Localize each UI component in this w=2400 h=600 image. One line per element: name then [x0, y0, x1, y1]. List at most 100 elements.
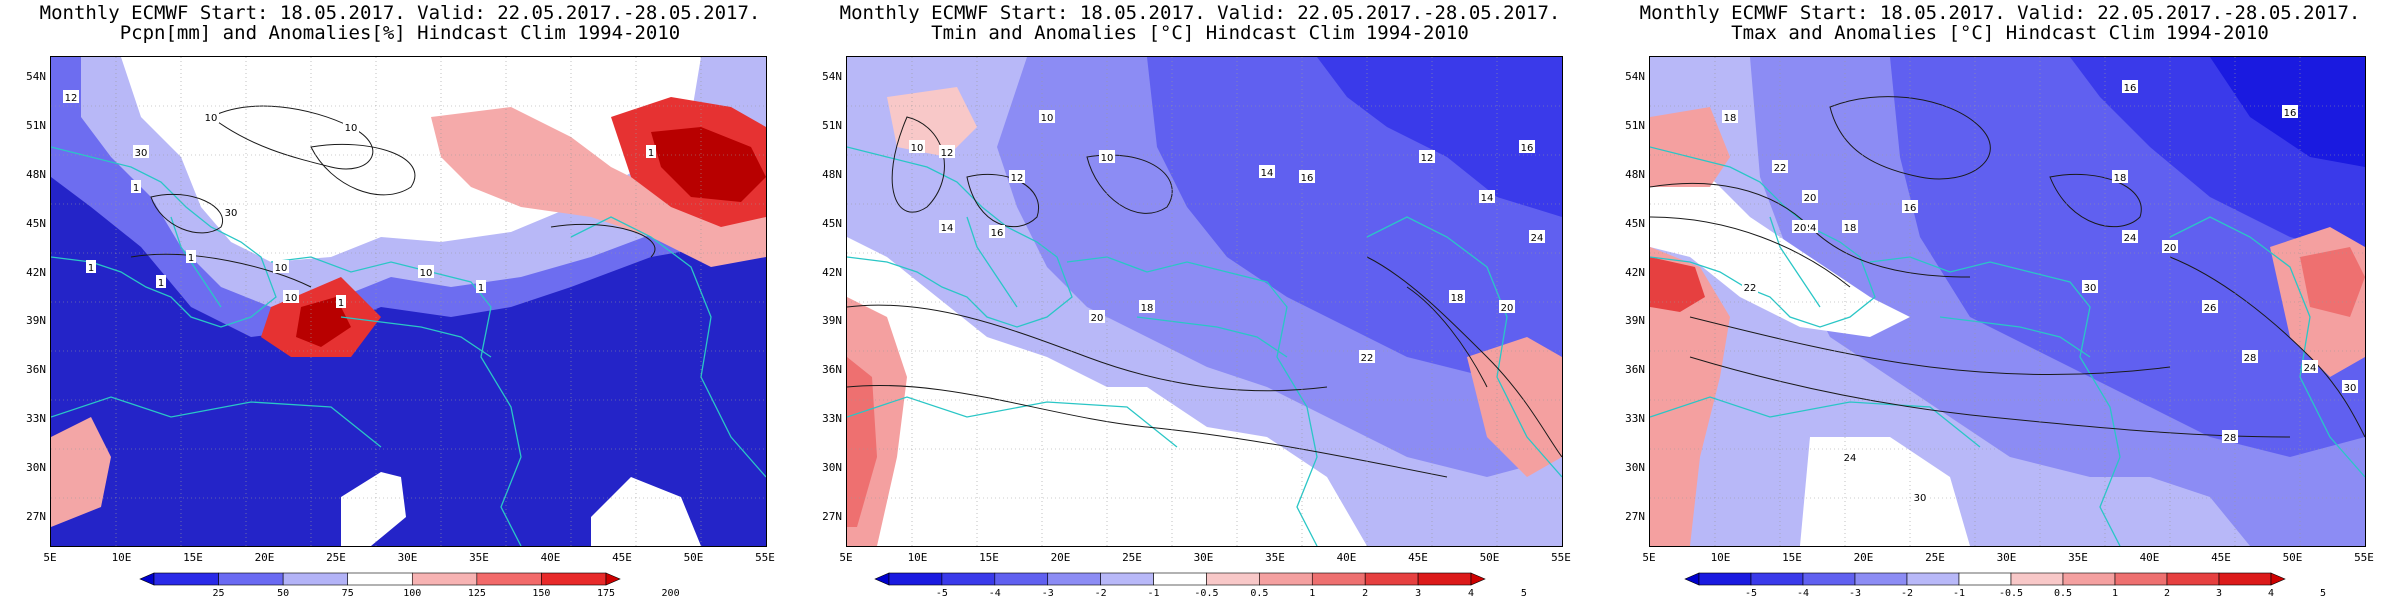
- lat-label: 51N: [822, 118, 842, 132]
- colorbar-label: -5: [1744, 588, 1758, 599]
- lon-label: 45E: [2211, 551, 2231, 564]
- contour-label-text: 24: [1844, 453, 1857, 464]
- lon-label: 5E: [839, 551, 853, 564]
- lat-label: 54N: [1625, 69, 1645, 83]
- contour-label-text: 16: [1904, 203, 1917, 214]
- lon-label: 25E: [1122, 551, 1142, 564]
- colorbar-bin: [1364, 572, 1419, 586]
- lon-label: 30E: [397, 551, 418, 564]
- colorbar-label: -3: [1041, 588, 1054, 599]
- colorbar-label: 75: [341, 588, 354, 599]
- colorbar-label: 4: [2267, 588, 2275, 599]
- contour-label: 24: [2302, 360, 2318, 374]
- coastline: [847, 146, 1562, 546]
- contour-label: 20: [1089, 310, 1105, 324]
- colorbar-label: 0.5: [1250, 588, 1269, 599]
- contour-label: 30: [2342, 380, 2358, 394]
- lon-label: 5E: [1642, 551, 1656, 564]
- contour-label: 20: [1802, 190, 1818, 204]
- lat-label: 27N: [1625, 510, 1645, 523]
- colorbar-over: [1470, 572, 1486, 586]
- contour-label-text: 1: [188, 253, 194, 264]
- contour-label-text: 12: [1421, 153, 1434, 164]
- colorbar-bin: [1047, 572, 1101, 586]
- colorbar-label: -0.5: [1194, 588, 1219, 599]
- contour-label: 14: [1479, 190, 1495, 204]
- precip-panel: Monthly ECMWF Start: 18.05.2017. Valid: …: [0, 0, 800, 600]
- contour-label-text: 18: [2114, 173, 2127, 184]
- lon-label: 15E: [1782, 551, 1802, 564]
- contour-label: 18: [1842, 220, 1858, 234]
- contour-label-text: 24: [1531, 233, 1544, 244]
- colorbar-label: 3: [2215, 588, 2223, 599]
- tmin-panel: Monthly ECMWF Start: 18.05.2017. Valid: …: [800, 0, 1600, 600]
- tmax-panel: Monthly ECMWF Start: 18.05.2017. Valid: …: [1600, 0, 2400, 600]
- warm-anomaly-east: [1467, 337, 1562, 477]
- contour-label: 30: [2082, 280, 2098, 294]
- tmin-colorbar: [874, 572, 1486, 586]
- colorbar-label: 0.5: [2053, 588, 2073, 599]
- lat-label: 51N: [26, 118, 46, 132]
- lon-label: 45E: [612, 551, 632, 564]
- colorbar-bin: [411, 572, 478, 586]
- colorbar-label: 100: [403, 588, 422, 599]
- colorbar-bin: [1206, 572, 1260, 586]
- colorbar-label: 2: [1362, 588, 1369, 599]
- colorbar-label: 175: [596, 588, 616, 599]
- contour-label: 10: [203, 110, 219, 124]
- contour-label-text: 1: [158, 278, 164, 289]
- contour-label: 10: [909, 140, 925, 154]
- lat-label: 42N: [26, 265, 46, 279]
- contour-label-text: 1: [133, 183, 139, 194]
- colorbar-under: [874, 572, 890, 586]
- colorbar-bin: [476, 572, 542, 586]
- colorbar-bin: [2114, 572, 2168, 586]
- colorbar-label: -5: [935, 588, 948, 599]
- colorbar-bin: [1259, 572, 1313, 586]
- contour-label-text: 20: [1804, 193, 1817, 204]
- contour-label-text: 1: [478, 283, 484, 294]
- lon-label: 35E: [469, 551, 489, 564]
- colorbar-label: -0.5: [1998, 588, 2024, 599]
- warm-anomaly-east-core: [2300, 247, 2365, 317]
- contour-label-text: 30: [135, 148, 148, 159]
- panel-title: Monthly ECMWF Start: 18.05.2017. Valid: …: [1639, 2, 2361, 24]
- colorbar-bin: [1854, 572, 1908, 586]
- contour-label: 20: [1792, 220, 1808, 234]
- contour-label: 24: [1529, 230, 1545, 244]
- contour-label-text: 10: [1041, 113, 1054, 124]
- lat-label: 33N: [1625, 412, 1645, 426]
- contour-label: 22: [1772, 160, 1788, 174]
- colorbar-bin: [541, 572, 607, 586]
- contour-label-text: 1: [338, 298, 344, 309]
- contour-label: 18: [1139, 300, 1155, 314]
- colorbar-label: -1: [1147, 588, 1160, 599]
- contour-label: 14: [939, 220, 955, 234]
- contour-label: 18: [2112, 170, 2128, 184]
- precip-map: 10 30 10 30 1 1 1 1 10 10 1 10 1 1 12: [50, 56, 767, 547]
- lat-label: 45N: [1625, 216, 1645, 230]
- colorbar-label: 125: [467, 588, 486, 599]
- lat-label: 27N: [26, 510, 46, 523]
- contour-label-text: 12: [65, 93, 78, 104]
- wet-anomaly: [431, 107, 766, 267]
- colorbar-label: 1: [1309, 588, 1316, 599]
- tmax-colorbar: [1684, 572, 2286, 586]
- colorbar-bin: [941, 572, 996, 586]
- contour-label: 22: [1742, 280, 1758, 294]
- contour-label-text: 16: [1521, 143, 1534, 154]
- contour-label-text: 30: [2344, 383, 2357, 394]
- contour-label-text: 1: [88, 263, 94, 274]
- colorbar-bin: [282, 572, 349, 586]
- contour-label-text: 10: [275, 263, 288, 274]
- lat-label: 48N: [26, 167, 46, 181]
- colorbar-bin: [2166, 572, 2220, 586]
- lon-label: 50E: [2282, 551, 2303, 564]
- contour-label-text: 14: [1261, 168, 1274, 179]
- colorbar-bin: [218, 572, 284, 586]
- graticule: [1650, 57, 2365, 546]
- lat-label: 36N: [1625, 363, 1645, 377]
- colorbar-label: -4: [1796, 588, 1810, 599]
- lon-label: 20E: [1853, 551, 1874, 564]
- contour-label-text: 10: [285, 293, 298, 304]
